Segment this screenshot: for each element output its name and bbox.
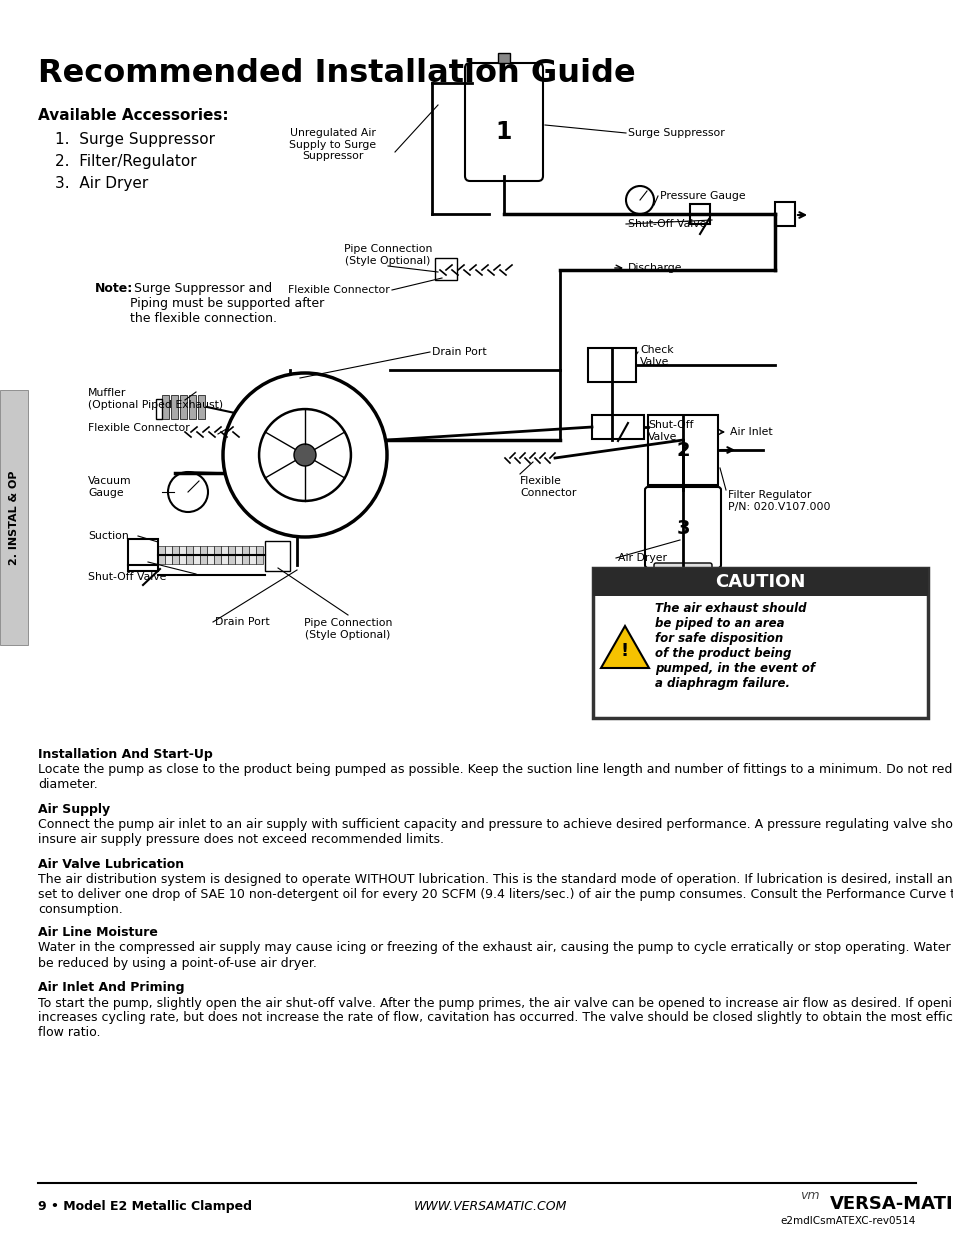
Text: Air Inlet And Priming: Air Inlet And Priming	[38, 982, 184, 994]
Bar	[221, 546, 228, 564]
Text: 1: 1	[496, 120, 512, 144]
Bar	[242, 546, 249, 564]
Text: !: !	[620, 642, 628, 659]
Text: Drain Port: Drain Port	[214, 618, 270, 627]
Bar	[774, 203, 794, 226]
Text: vm: vm	[800, 1189, 819, 1202]
Text: Surge Suppressor: Surge Suppressor	[627, 128, 724, 138]
Text: VERSA-MATIC®: VERSA-MATIC®	[829, 1195, 953, 1213]
Bar	[234, 546, 242, 564]
Text: Flexible
Connector: Flexible Connector	[519, 475, 576, 498]
Polygon shape	[600, 626, 648, 668]
Text: Surge Suppressor and
Piping must be supported after
the flexible connection.: Surge Suppressor and Piping must be supp…	[130, 282, 324, 325]
Text: Flexible Connector: Flexible Connector	[88, 424, 190, 433]
Text: The air exhaust should
be piped to an area
for safe disposition
of the product b: The air exhaust should be piped to an ar…	[655, 601, 814, 690]
Text: Vacuum
Gauge: Vacuum Gauge	[88, 475, 132, 498]
Bar	[198, 395, 205, 419]
Bar	[213, 546, 221, 564]
Text: Recommended Installation Guide: Recommended Installation Guide	[38, 58, 635, 89]
Text: Filter Regulator
P/N: 020.V107.000: Filter Regulator P/N: 020.V107.000	[727, 490, 830, 511]
Bar	[593, 568, 927, 597]
Bar	[200, 546, 207, 564]
Text: To start the pump, slightly open the air shut-off valve. After the pump primes, : To start the pump, slightly open the air…	[38, 997, 953, 1040]
Text: 9 • Model E2 Metallic Clamped: 9 • Model E2 Metallic Clamped	[38, 1200, 252, 1213]
Bar	[128, 538, 158, 571]
Text: Unregulated Air
Supply to Surge
Suppressor: Unregulated Air Supply to Surge Suppress…	[289, 128, 376, 162]
Bar	[587, 348, 636, 382]
Text: e2mdlCsmATEXC-rev0514: e2mdlCsmATEXC-rev0514	[780, 1216, 915, 1226]
Bar	[180, 395, 187, 419]
Text: Locate the pump as close to the product being pumped as possible. Keep the sucti: Locate the pump as close to the product …	[38, 763, 953, 790]
Text: Pipe Connection
(Style Optional): Pipe Connection (Style Optional)	[343, 245, 432, 266]
Bar	[179, 546, 186, 564]
Bar	[593, 568, 927, 718]
Bar	[189, 395, 195, 419]
Bar	[497, 53, 510, 63]
Text: Connect the pump air inlet to an air supply with sufficient capacity and pressur: Connect the pump air inlet to an air sup…	[38, 818, 953, 846]
Circle shape	[223, 373, 387, 537]
Text: 2: 2	[676, 441, 689, 459]
Bar	[162, 395, 169, 419]
Bar	[228, 546, 234, 564]
Circle shape	[294, 445, 315, 466]
Text: Installation And Start-Up: Installation And Start-Up	[38, 748, 213, 761]
Text: The air distribution system is designed to operate WITHOUT lubrication. This is : The air distribution system is designed …	[38, 873, 953, 916]
Text: Muffler
(Optional Piped Exhaust): Muffler (Optional Piped Exhaust)	[88, 388, 223, 410]
Text: Shut-Off Valve: Shut-Off Valve	[627, 219, 705, 228]
Text: Shut-Off
Valve: Shut-Off Valve	[647, 420, 693, 442]
Text: 3: 3	[676, 519, 689, 537]
Bar	[156, 399, 162, 419]
Text: 2.  Filter/Regulator: 2. Filter/Regulator	[55, 154, 196, 169]
Text: Discharge: Discharge	[627, 263, 681, 273]
FancyBboxPatch shape	[464, 63, 542, 182]
Bar	[435, 258, 456, 280]
FancyBboxPatch shape	[644, 487, 720, 568]
Text: WWW.VERSAMATIC.COM: WWW.VERSAMATIC.COM	[413, 1200, 566, 1213]
Bar	[158, 546, 165, 564]
Text: Pressure Gauge: Pressure Gauge	[659, 191, 745, 201]
Text: Air Inlet: Air Inlet	[729, 427, 772, 437]
Text: Pipe Connection
(Style Optional): Pipe Connection (Style Optional)	[303, 618, 392, 640]
Text: Flexible Connector: Flexible Connector	[288, 285, 390, 295]
Bar	[186, 546, 193, 564]
Text: Water in the compressed air supply may cause icing or freezing of the exhaust ai: Water in the compressed air supply may c…	[38, 941, 953, 969]
Bar	[592, 415, 643, 438]
Text: Available Accessories:: Available Accessories:	[38, 107, 229, 124]
Text: CAUTION: CAUTION	[715, 573, 805, 592]
Text: Air Valve Lubrication: Air Valve Lubrication	[38, 858, 184, 871]
Bar	[207, 546, 213, 564]
FancyBboxPatch shape	[654, 563, 711, 597]
Text: Air Line Moisture: Air Line Moisture	[38, 926, 157, 940]
Text: Air Dryer: Air Dryer	[618, 553, 666, 563]
Bar	[689, 204, 709, 224]
Bar	[249, 546, 255, 564]
Text: Air Supply: Air Supply	[38, 803, 110, 816]
Text: Shut-Off Valve: Shut-Off Valve	[88, 572, 166, 582]
Text: 2. INSTAL & OP: 2. INSTAL & OP	[9, 471, 19, 566]
Circle shape	[259, 409, 351, 501]
Text: 3.  Air Dryer: 3. Air Dryer	[55, 177, 148, 191]
Circle shape	[625, 186, 654, 214]
Bar	[165, 546, 172, 564]
Bar	[171, 395, 178, 419]
Text: 1.  Surge Suppressor: 1. Surge Suppressor	[55, 132, 214, 147]
Bar	[0, 390, 28, 645]
Bar	[647, 415, 718, 485]
Bar	[265, 541, 290, 571]
Bar	[255, 546, 263, 564]
Text: Note:: Note:	[95, 282, 133, 295]
Text: Drain Port: Drain Port	[432, 347, 486, 357]
Text: Check
Valve: Check Valve	[639, 345, 673, 367]
Circle shape	[168, 472, 208, 513]
Bar	[172, 546, 179, 564]
Bar	[193, 546, 200, 564]
Text: Suction: Suction	[88, 531, 129, 541]
